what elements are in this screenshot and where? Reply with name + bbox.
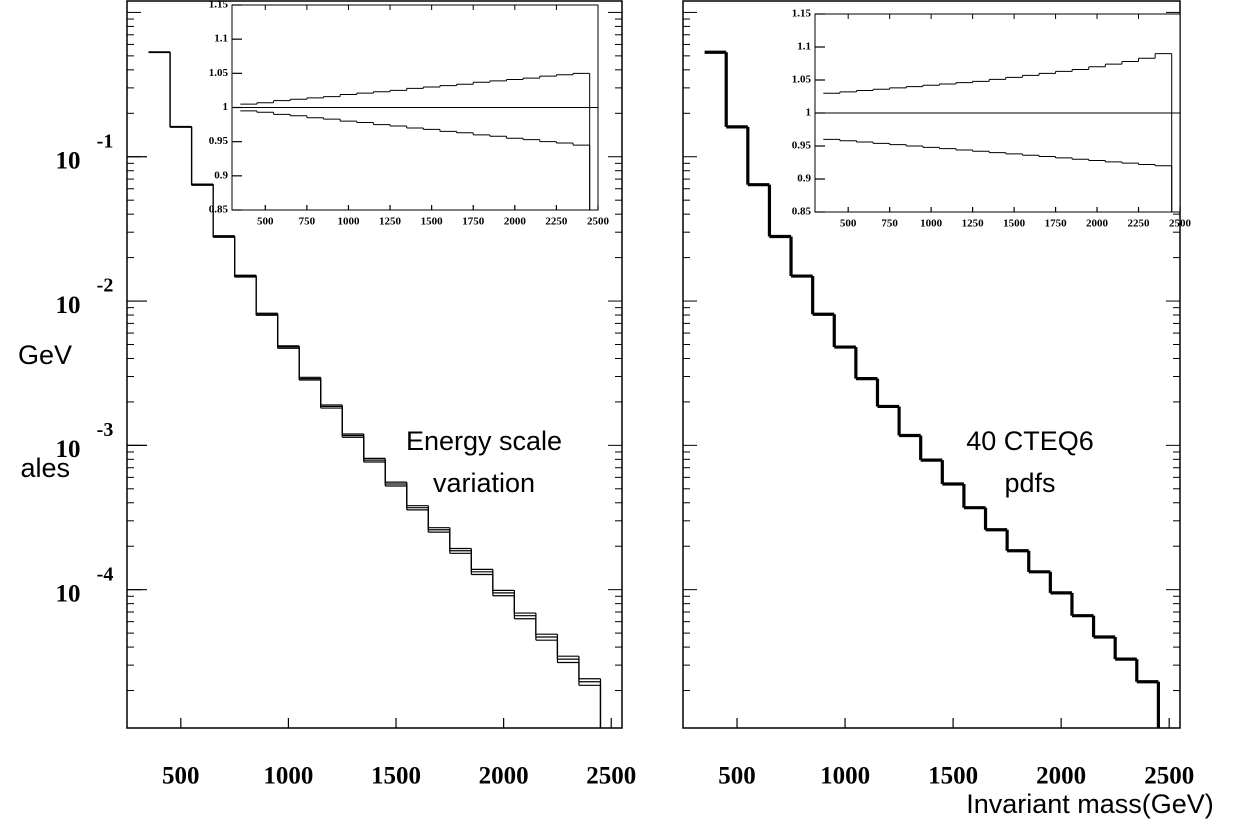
x-tick-label: 1000 xyxy=(337,216,360,228)
x-tick-label: 2250 xyxy=(1128,218,1151,230)
y-tick-label: 1.05 xyxy=(792,74,812,86)
x-tick-label: 1000 xyxy=(820,763,870,790)
x-tick-label: 2500 xyxy=(587,216,610,228)
x-tick-label: 1000 xyxy=(920,218,943,230)
x-tick-label: 2000 xyxy=(1036,763,1086,790)
x-tick-label: 2500 xyxy=(1169,218,1192,230)
y-tick-label: 1 xyxy=(806,107,812,119)
annotation: Energy scale xyxy=(406,426,562,456)
y-axis-label: ales xyxy=(20,453,70,483)
x-tick-label: 2000 xyxy=(479,763,529,790)
x-axis-label: Invariant mass(GeV) xyxy=(966,789,1214,819)
x-tick-label: 1250 xyxy=(379,216,402,228)
y-tick-exponent: -1 xyxy=(97,130,114,152)
x-tick-label: 1750 xyxy=(1045,218,1068,230)
y-tick-label: 10 xyxy=(56,292,81,319)
y-tick-label: 0.95 xyxy=(209,135,229,147)
y-tick-label: 10 xyxy=(56,436,81,463)
x-tick-label: 2250 xyxy=(545,216,568,228)
x-tick-label: 500 xyxy=(162,763,200,790)
y-tick-label: 1.15 xyxy=(209,0,229,11)
y-tick-label: 0.85 xyxy=(209,204,229,216)
x-tick-label: 750 xyxy=(881,218,898,230)
x-tick-label: 1500 xyxy=(421,216,444,228)
y-tick-label: 0.9 xyxy=(797,173,811,185)
x-tick-label: 500 xyxy=(718,763,756,790)
x-tick-label: 2500 xyxy=(586,763,636,790)
annotation: variation xyxy=(433,468,535,498)
y-tick-label: 10 xyxy=(56,580,81,607)
y-tick-label: 1.1 xyxy=(214,33,228,45)
y-tick-label: 0.85 xyxy=(792,206,812,218)
y-tick-exponent: -4 xyxy=(97,563,114,585)
x-tick-label: 1750 xyxy=(462,216,485,228)
x-tick-label: 1000 xyxy=(263,763,313,790)
y-tick-exponent: -3 xyxy=(97,419,114,441)
x-tick-label: 2000 xyxy=(1086,218,1109,230)
y-axis-label: GeV xyxy=(18,340,72,370)
y-tick-label: 0.9 xyxy=(214,169,228,181)
annotation: 40 CTEQ6 xyxy=(966,426,1094,456)
y-tick-label: 1.05 xyxy=(209,67,229,79)
x-tick-label: 750 xyxy=(299,216,316,228)
y-tick-exponent: -2 xyxy=(97,275,114,297)
y-tick-label: 10 xyxy=(56,147,81,174)
y-tick-label: 1.15 xyxy=(792,8,812,20)
x-tick-label: 500 xyxy=(257,216,274,228)
y-tick-label: 1.1 xyxy=(797,41,811,53)
x-tick-label: 1500 xyxy=(371,763,421,790)
annotation: pdfs xyxy=(1004,468,1055,498)
x-tick-label: 1500 xyxy=(1003,218,1026,230)
x-tick-label: 500 xyxy=(840,218,857,230)
x-tick-label: 2000 xyxy=(504,216,527,228)
x-tick-label: 1500 xyxy=(928,763,978,790)
y-tick-label: 0.95 xyxy=(792,140,812,152)
x-tick-label: 1250 xyxy=(962,218,985,230)
y-tick-label: 1 xyxy=(223,101,229,113)
x-tick-label: 2500 xyxy=(1144,763,1194,790)
